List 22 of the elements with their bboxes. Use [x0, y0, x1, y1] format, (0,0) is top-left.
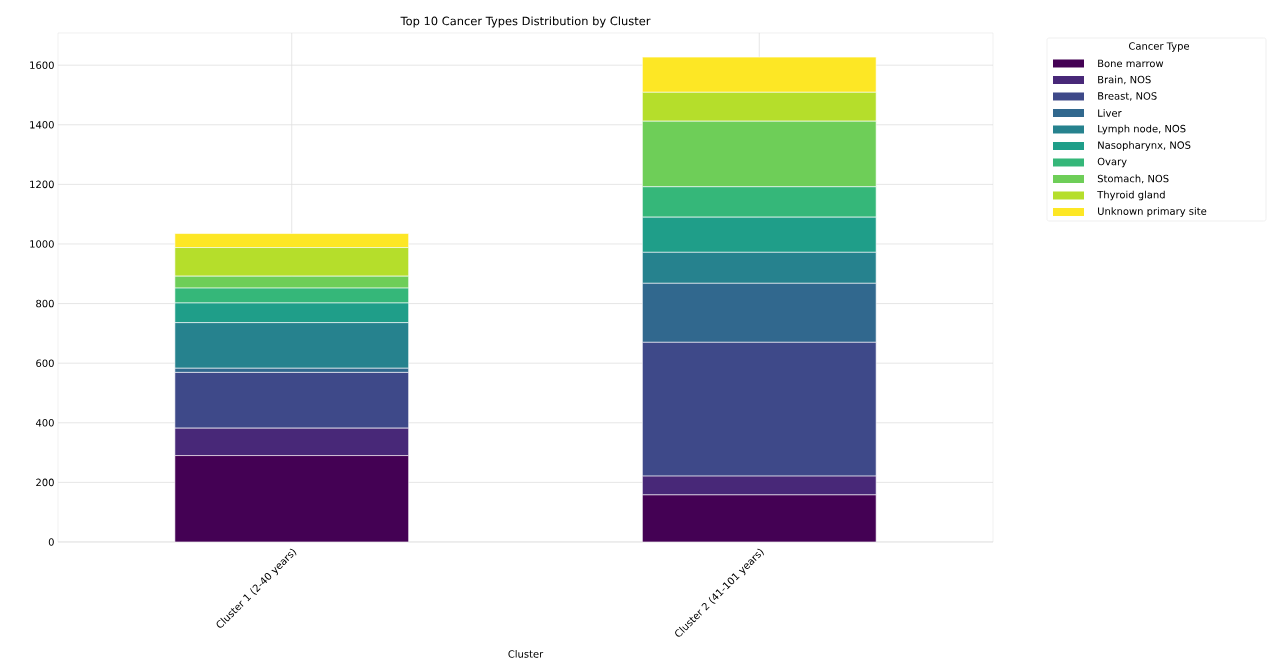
legend-label: Unknown primary site	[1098, 207, 1207, 217]
legend-label: Ovary	[1097, 157, 1127, 168]
y-tick-label: 800	[36, 299, 54, 308]
legend-label: Nasopharynx, NOS	[1098, 141, 1191, 151]
legend-title: Cancer Type	[1129, 42, 1190, 52]
y-tick-label: 0	[48, 538, 54, 546]
y-tick-label: 1200	[30, 180, 54, 189]
legend-label: Brain, NOS	[1098, 75, 1151, 85]
legend-label: Stomach, NOS	[1097, 174, 1169, 184]
y-tick-label: 400	[35, 419, 54, 427]
y-tick-label: 200	[36, 478, 54, 487]
chart-title: Top 10 Cancer Types Distribution by Cluster	[400, 16, 651, 28]
y-tick-label: 600	[36, 359, 54, 367]
legend-label: Thyroid gland	[1097, 190, 1165, 201]
x-axis-title: Cluster	[508, 650, 544, 658]
legend-label: Breast, NOS	[1098, 92, 1157, 101]
y-tick-label: 1400	[30, 120, 54, 129]
legend-label: Liver	[1098, 109, 1122, 117]
y-tick-label: 1000	[30, 240, 54, 248]
y-tick-label: 1600	[30, 61, 54, 69]
legend-label: Bone marrow	[1098, 59, 1164, 68]
legend-label: Lymph node, NOS	[1098, 124, 1186, 135]
